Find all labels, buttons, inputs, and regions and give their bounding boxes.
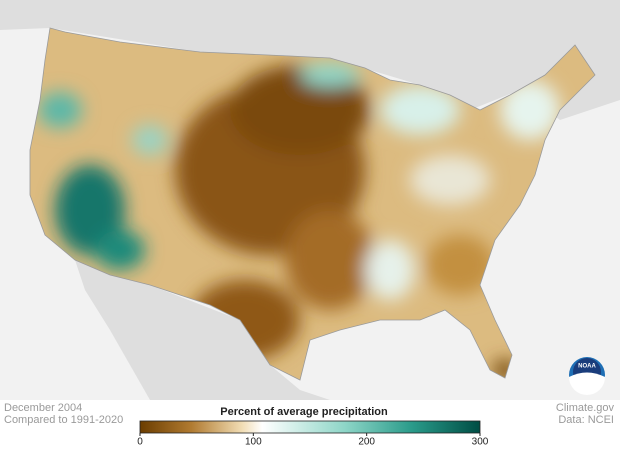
baseline: Compared to 1991-2020 (4, 414, 123, 426)
site: Climate.gov (556, 402, 615, 414)
legend-tick-label: 100 (245, 437, 262, 448)
legend-title: Percent of average precipitation (220, 406, 388, 418)
legend-ticks: 0 100 200 300 (137, 433, 489, 448)
mexico (75, 260, 330, 400)
noaa-logo: NOAA (569, 357, 605, 395)
source: Data: NCEI (558, 414, 614, 426)
canada (0, 0, 620, 120)
legend-tick-label: 200 (358, 437, 375, 448)
legend-tick-label: 300 (472, 437, 489, 448)
logo-text: NOAA (578, 364, 596, 370)
color-bar (139, 420, 481, 434)
legend-tick-label: 0 (137, 437, 143, 448)
date: December 2004 (4, 402, 82, 414)
